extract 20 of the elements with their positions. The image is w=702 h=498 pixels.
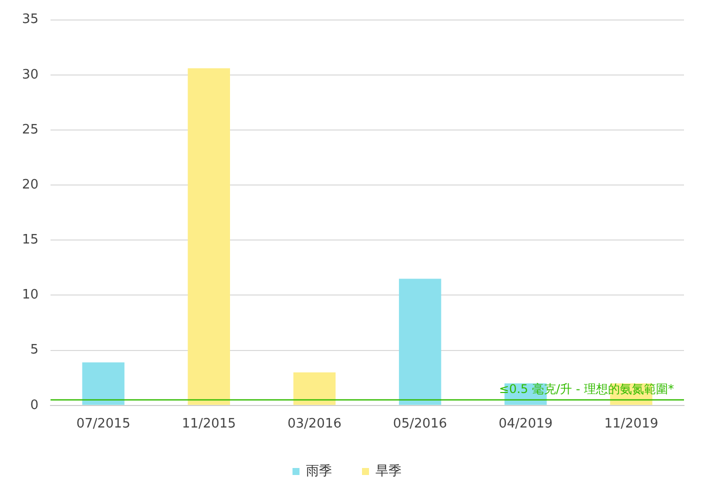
legend-label: 雨季 [306,464,332,479]
x-tick-label: 11/2019 [604,416,658,432]
bar [293,372,336,405]
x-tick-label: 07/2015 [76,416,130,432]
bar [82,362,124,405]
bar [398,278,442,405]
x-tick-label: 04/2019 [498,416,553,432]
y-tick-label: 0 [30,398,39,413]
y-tick-label: 25 [22,122,39,138]
bar [188,68,230,405]
y-tick-label: 30 [22,67,39,82]
y-tick-label: 5 [30,342,39,358]
y-tick-label: 15 [22,232,39,248]
x-tick-label: 05/2016 [393,416,448,432]
x-tick-label: 03/2016 [287,416,342,432]
legend-label: 旱季 [376,464,402,479]
y-tick-label: 10 [22,288,39,303]
x-tick-label: 11/2015 [182,416,236,432]
y-tick-label: 35 [22,12,39,28]
y-tick-label: 20 [22,177,39,192]
